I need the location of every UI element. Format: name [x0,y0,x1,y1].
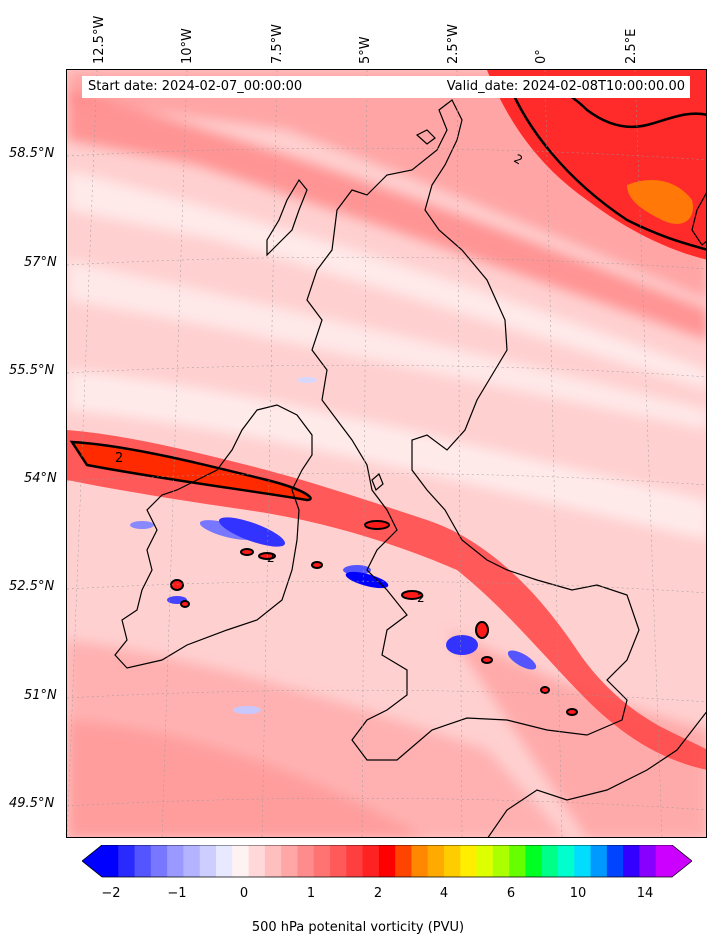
colorbar-title: 500 hPa potenital vorticity (PVU) [251,920,465,935]
lat-label-57n: 57°N [24,255,57,270]
colorbar-cell [541,845,559,877]
colorbar-cell [216,845,233,877]
colorbar-cell [248,845,266,877]
colorbar-cell [281,845,299,877]
colorbar-cell [574,845,592,877]
lon-label-12.5w: 12.5°W [92,15,107,64]
valid-date-label: Valid_date: 2024-02-08T10:00:00.00 [446,79,685,94]
colorbar-cell [395,845,413,877]
lon-label-0: 0° [534,49,549,64]
map-area: 2 2 2 2 [66,69,707,838]
pv-2-contour-west [69,440,312,502]
colorbar-tick-4: 4 [439,886,449,901]
colorbar-cell [362,845,380,877]
colorbar-extend-max [672,845,692,877]
colorbar-cell [150,845,168,877]
colorbar-cell [606,845,624,877]
colorbar-cell [444,845,461,877]
colorbar [82,845,692,878]
colorbar-cell [264,845,282,877]
colorbar-cell [411,845,429,877]
colorbar-cell [346,845,364,877]
lat-label-58.5n: 58.5°N [9,146,55,161]
contour-label-west: 2 [115,451,123,466]
start-date-label: Start date: 2024-02-07_00:00:00 [88,79,303,94]
colorbar-cell [378,845,396,877]
colorbar-cell [558,845,575,877]
lat-label-49.5n: 49.5°N [9,796,55,811]
colorbar-cell [492,845,510,877]
colorbar-cell [655,845,673,877]
colorbar-cell [134,845,152,877]
colorbar-tick-10: 10 [569,886,587,901]
lat-label-55.5n: 55.5°N [9,363,55,378]
negative-pv-blobs [130,377,537,714]
lat-label-54n: 54°N [24,471,57,486]
colorbar-tick-1: 1 [306,886,316,901]
colorbar-cells [102,845,673,877]
colorbar-tick-6: 6 [506,886,516,901]
colorbar-extend-min [82,845,102,877]
lon-label-5w: 5°W [358,36,373,64]
lat-label-51n: 51°N [24,688,57,703]
colorbar-cell [330,845,347,877]
colorbar-cell [639,845,657,877]
coastline-great-britain [306,99,640,761]
colorbar-cell [297,845,315,877]
colorbar-cell [623,845,641,877]
colorbar-cell [118,845,136,877]
lon-label-2.5w: 2.5°W [446,23,461,64]
lon-label-10w: 10°W [180,28,195,64]
colorbar-cell [427,845,445,877]
contour-label-wales: 2 [417,591,425,605]
pv-2-small-contours [170,520,578,716]
colorbar-cell [199,845,217,877]
pv-max-orange [627,180,693,224]
lon-label-2.5e: 2.5°E [624,28,639,64]
colorbar-tick-14: 14 [636,886,654,901]
pv-field-map: 2 2 2 2 [67,70,706,837]
colorbar-outline [82,845,692,878]
coastline-hebrides [266,178,308,257]
colorbar-cell [509,845,527,877]
colorbar-tick-neg2: −2 [101,886,121,901]
pv-2-contour-northeast [505,79,706,251]
colorbar-cell [183,845,201,877]
lat-label-52.5n: 52.5°N [9,579,55,594]
lon-label-7.5w: 7.5°W [270,23,285,64]
coastline-norway [691,192,706,246]
colorbar-cell [102,845,119,877]
date-info-bar: Start date: 2024-02-07_00:00:00 Valid_da… [82,76,690,98]
coastlines [114,99,706,837]
colorbar-tick-neg1: −1 [167,886,187,901]
graticule [67,70,706,837]
colorbar-cell [313,845,331,877]
contour-label-ireland: 2 [267,551,275,565]
colorbar-cell [232,845,250,877]
coastline-isle-of-man [371,472,384,492]
colorbar-cell [476,845,494,877]
coastline-france [487,711,706,837]
colorbar-cell [590,845,608,877]
colorbar-cell [460,845,478,877]
colorbar-cell [525,845,543,877]
colorbar-tick-0: 0 [239,886,249,901]
colorbar-tick-2: 2 [373,886,383,901]
coastline-ireland [114,404,313,669]
coastline-orkney [415,129,436,145]
colorbar-cell [167,845,185,877]
